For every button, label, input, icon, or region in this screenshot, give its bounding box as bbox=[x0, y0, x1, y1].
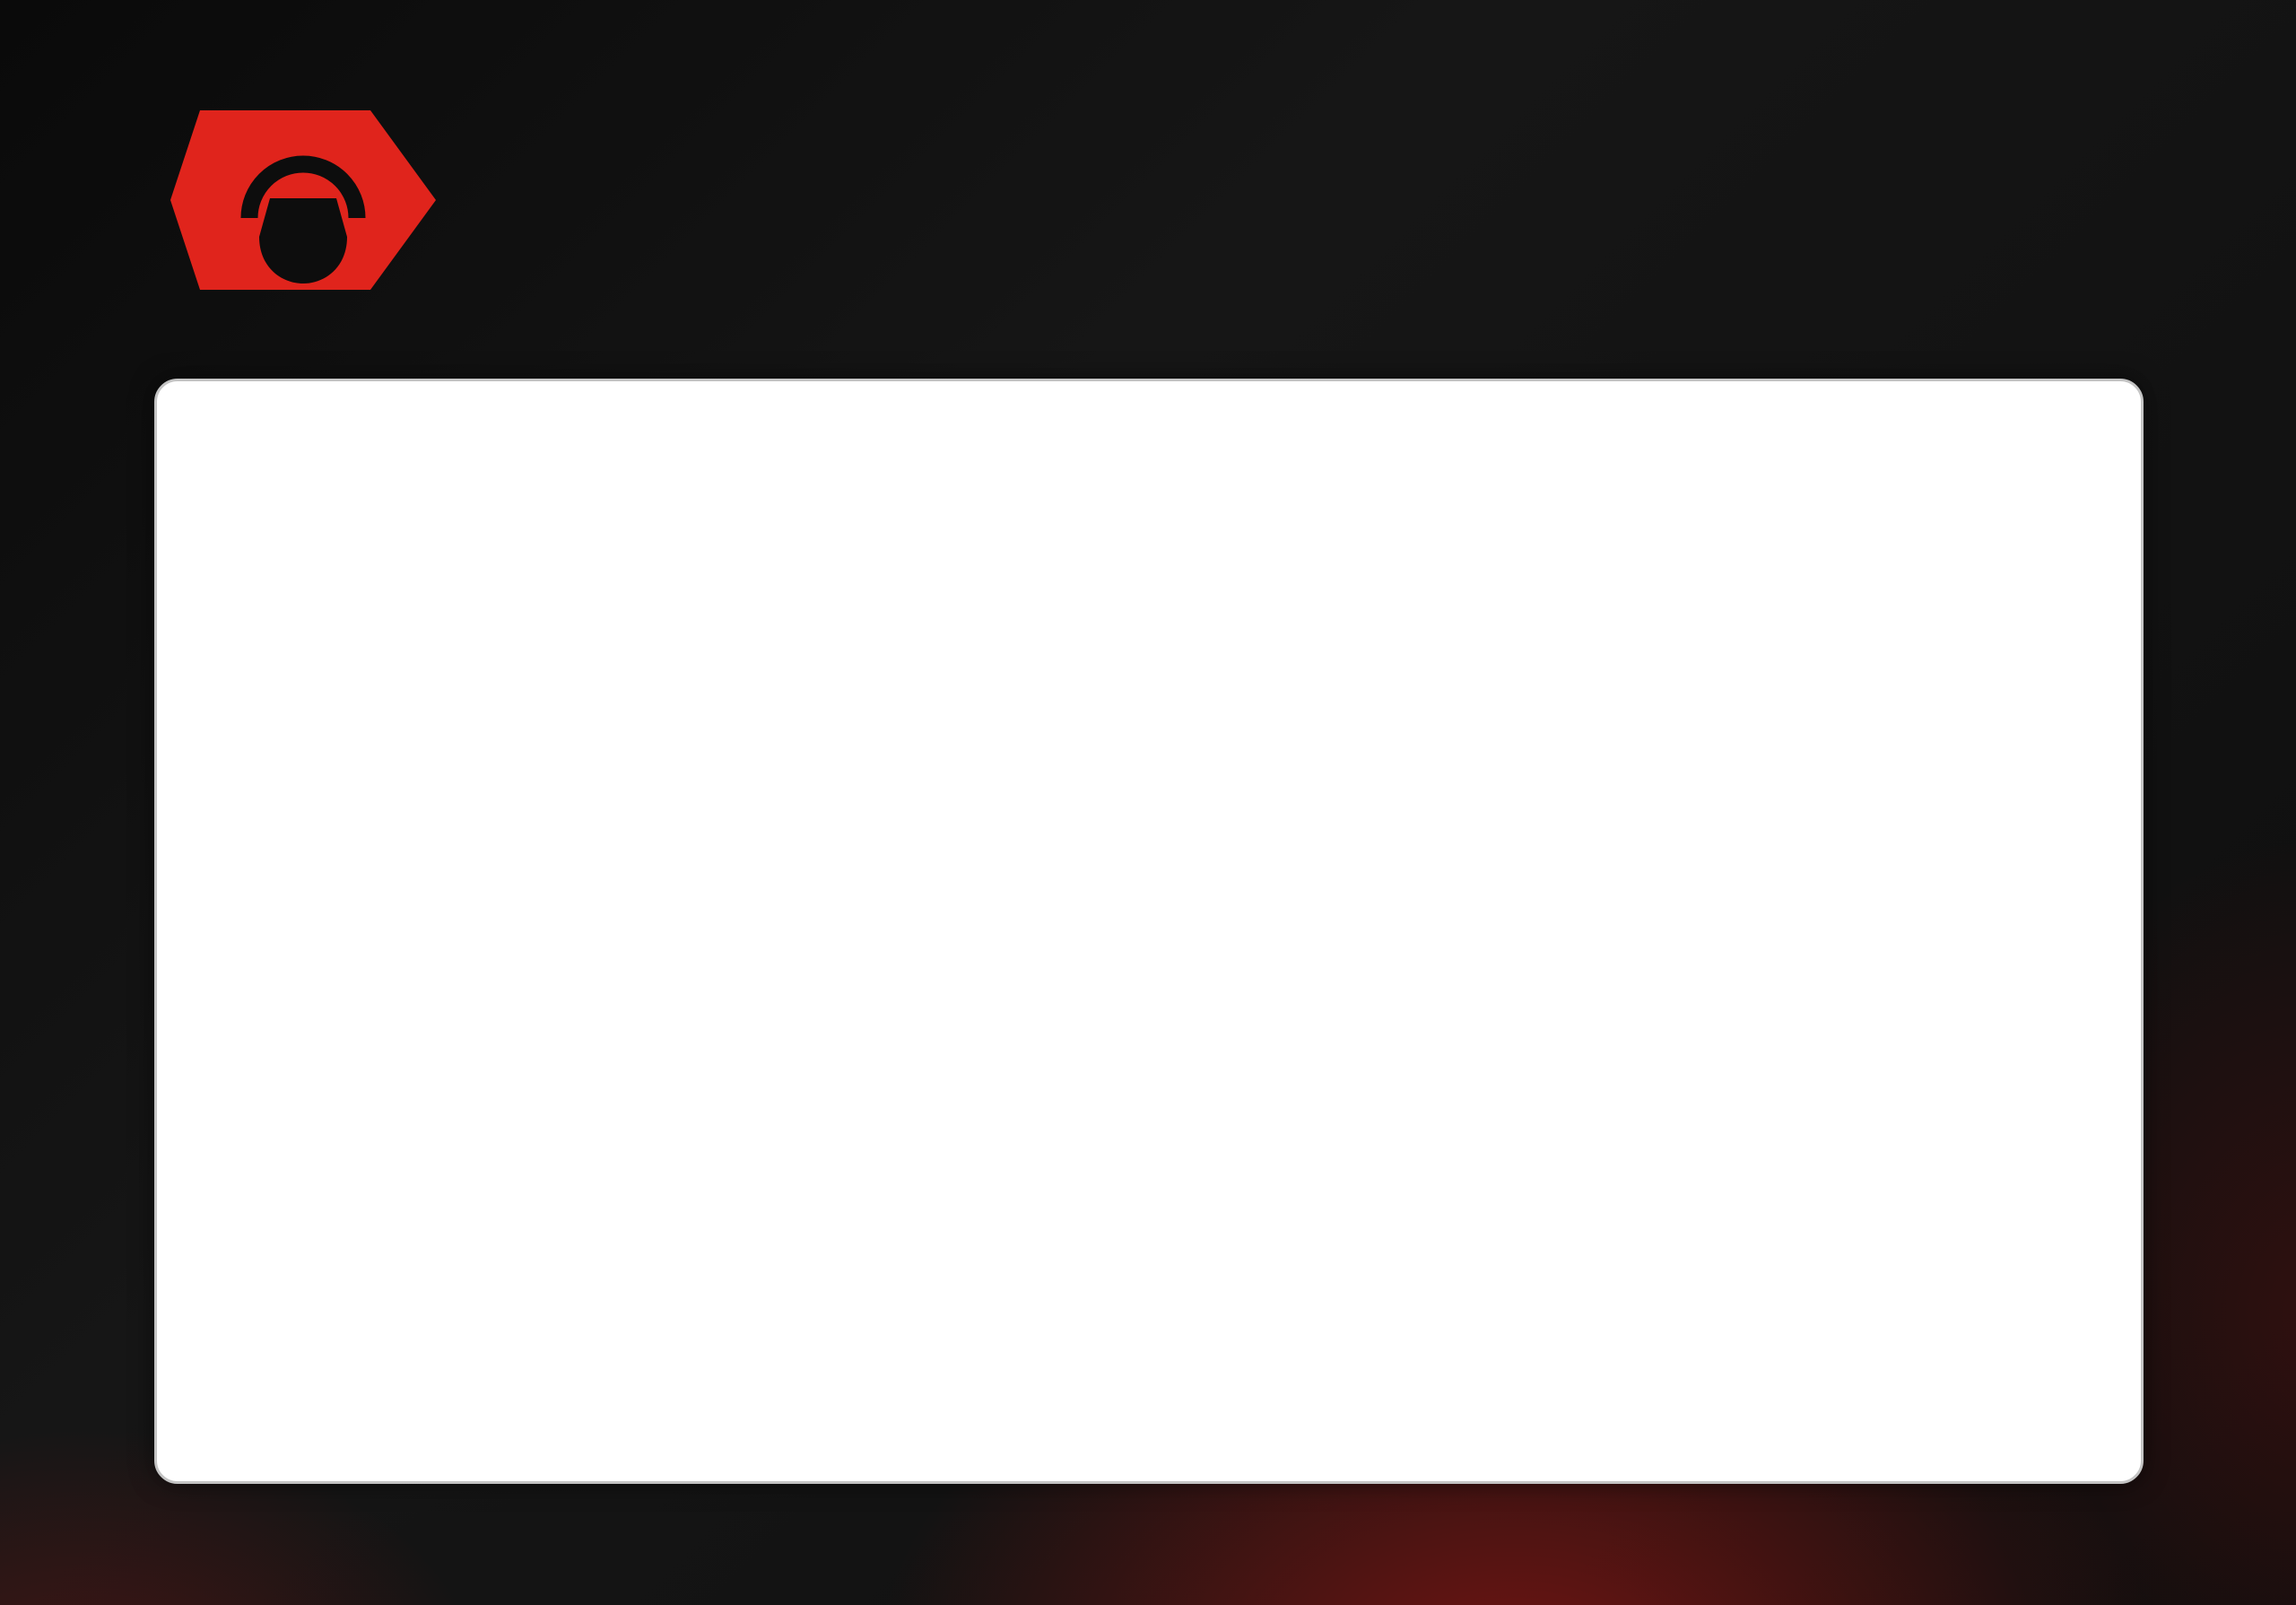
bull-horns-icon bbox=[240, 155, 366, 219]
bull-head-icon bbox=[259, 198, 347, 283]
bull-badge bbox=[170, 110, 436, 290]
xm-logo bbox=[164, 106, 458, 294]
chart-card bbox=[154, 379, 2144, 1484]
